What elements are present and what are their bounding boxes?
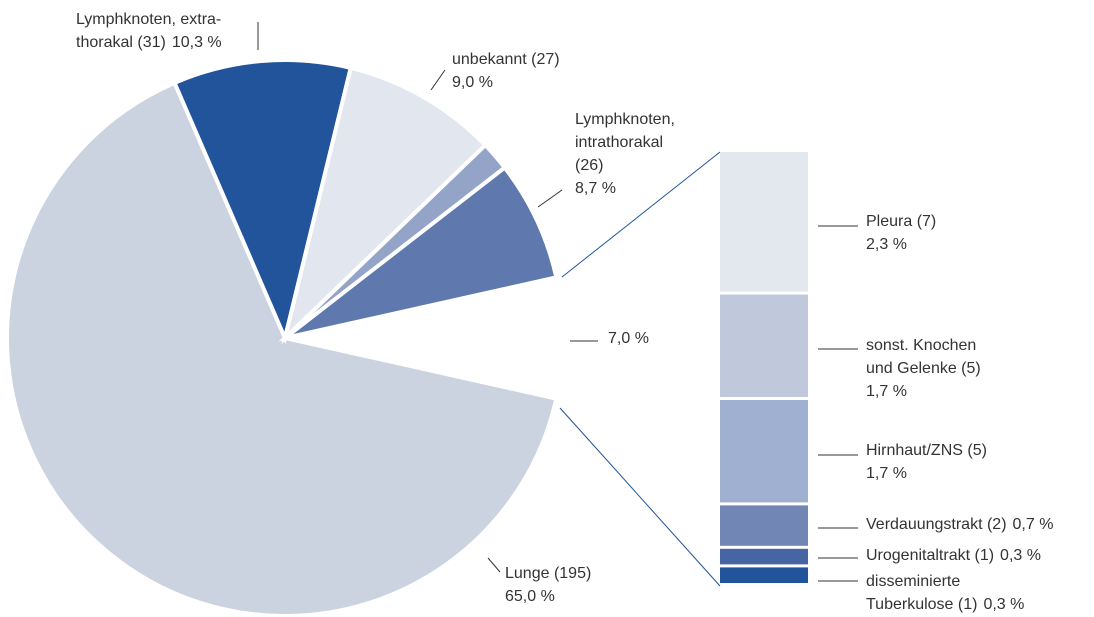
value-label: 2,3 % [866, 236, 907, 253]
bar-segment [720, 548, 808, 565]
category-label: (26) [575, 157, 603, 174]
pie-slice [281, 65, 489, 345]
leader-line [430, 69, 446, 91]
value-label: 0,3 % [983, 596, 1024, 613]
category-label: Urogenitaltrakt (1) [866, 547, 994, 564]
value-label: 0,3 % [1000, 547, 1041, 564]
value-label: 0,7 % [1013, 516, 1054, 533]
pie-slice [171, 58, 354, 345]
bar-segment [720, 152, 808, 292]
category-label: Tuberkulose (1) [866, 596, 977, 613]
value-label: 65,0 % [505, 588, 555, 605]
category-label: und Gelenke (5) [866, 360, 981, 377]
leader-line [537, 189, 563, 208]
bar-segment [720, 505, 808, 546]
bar-segment [720, 294, 808, 397]
bar-segment [720, 567, 808, 583]
category-label: Lunge (195) [505, 565, 591, 582]
category-label: intrathorakal [575, 134, 663, 151]
leader-line [487, 557, 501, 573]
category-label: Pleura (7) [866, 213, 936, 230]
category-label: Lymphknoten, [575, 111, 675, 128]
category-label: Verdauungstrakt (2) [866, 516, 1007, 533]
category-label: disseminierte [866, 573, 960, 590]
pie-slice [283, 164, 559, 340]
value-label: 7,0 % [608, 330, 649, 347]
category-label: Hirnhaut/ZNS (5) [866, 442, 987, 459]
category-label: thorakal (31) [76, 34, 166, 51]
pie-slice [5, 80, 559, 617]
value-label: 1,7 % [866, 383, 907, 400]
connector-line [561, 151, 721, 278]
category-label: unbekannt (27) [452, 51, 560, 68]
value-label: 10,3 % [172, 34, 222, 51]
category-label: sonst. Knochen [866, 337, 976, 354]
value-label: 1,7 % [866, 465, 907, 482]
category-label: Lymphknoten, extra- [76, 11, 221, 28]
value-label: 8,7 % [575, 180, 616, 197]
bar-segment [720, 400, 808, 503]
value-label: 9,0 % [452, 74, 493, 91]
connector-line [559, 407, 721, 587]
